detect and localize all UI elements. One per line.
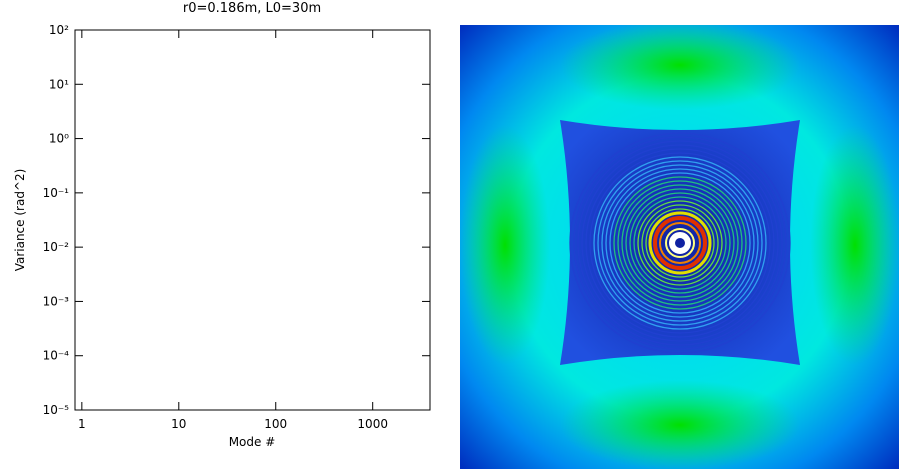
ring (569, 132, 791, 354)
core-ring (653, 216, 707, 270)
ring (581, 144, 779, 342)
ring (585, 148, 775, 338)
ring (609, 172, 751, 314)
halo-blob (560, 25, 800, 110)
ring (593, 156, 767, 330)
ring (605, 168, 755, 318)
ring (613, 176, 747, 310)
x-axis-label: Mode # (229, 435, 276, 449)
chart-title: r0=0.186m, L0=30m (183, 1, 321, 16)
ring (617, 180, 743, 306)
ring (577, 140, 783, 346)
halo-blob (560, 380, 800, 469)
rings (569, 132, 791, 354)
ring (589, 152, 771, 334)
core-ring (648, 211, 712, 275)
halo-blob (810, 125, 899, 365)
y-tick-label: 10¹ (49, 77, 69, 91)
psf-image (460, 25, 899, 469)
ring (601, 164, 759, 322)
y-tick-label: 10⁻² (43, 240, 70, 254)
plot-frame (74, 29, 431, 411)
ring (597, 160, 763, 326)
x-tick-label: 10 (171, 417, 186, 431)
chart: r0=0.186m, L0=30m Mode # Variance (rad^2… (13, 1, 431, 449)
ring (625, 188, 735, 298)
y-tick-label: 10² (49, 23, 69, 37)
y-tick-label: 10⁻⁵ (43, 403, 70, 417)
x-tick-label: 1000 (357, 417, 388, 431)
ring (645, 208, 715, 278)
y-tick-label: 10⁻³ (43, 294, 70, 308)
ring (641, 204, 719, 282)
x-tick-label: 100 (264, 417, 287, 431)
core-ring (659, 222, 701, 264)
x-tick-label: 1 (78, 417, 86, 431)
halo-blob (460, 125, 550, 365)
y-tick-label: 10⁰ (49, 132, 69, 146)
core-ring (669, 232, 691, 254)
ring (629, 192, 731, 294)
y-axis-label: Variance (rad^2) (13, 169, 27, 272)
ring (621, 184, 739, 302)
core-ring (665, 228, 695, 258)
y-tick-label: 10⁻⁴ (43, 349, 70, 363)
ring (633, 196, 727, 290)
y-tick-label: 10⁻¹ (43, 186, 70, 200)
ring (573, 136, 787, 350)
ring (637, 200, 723, 286)
